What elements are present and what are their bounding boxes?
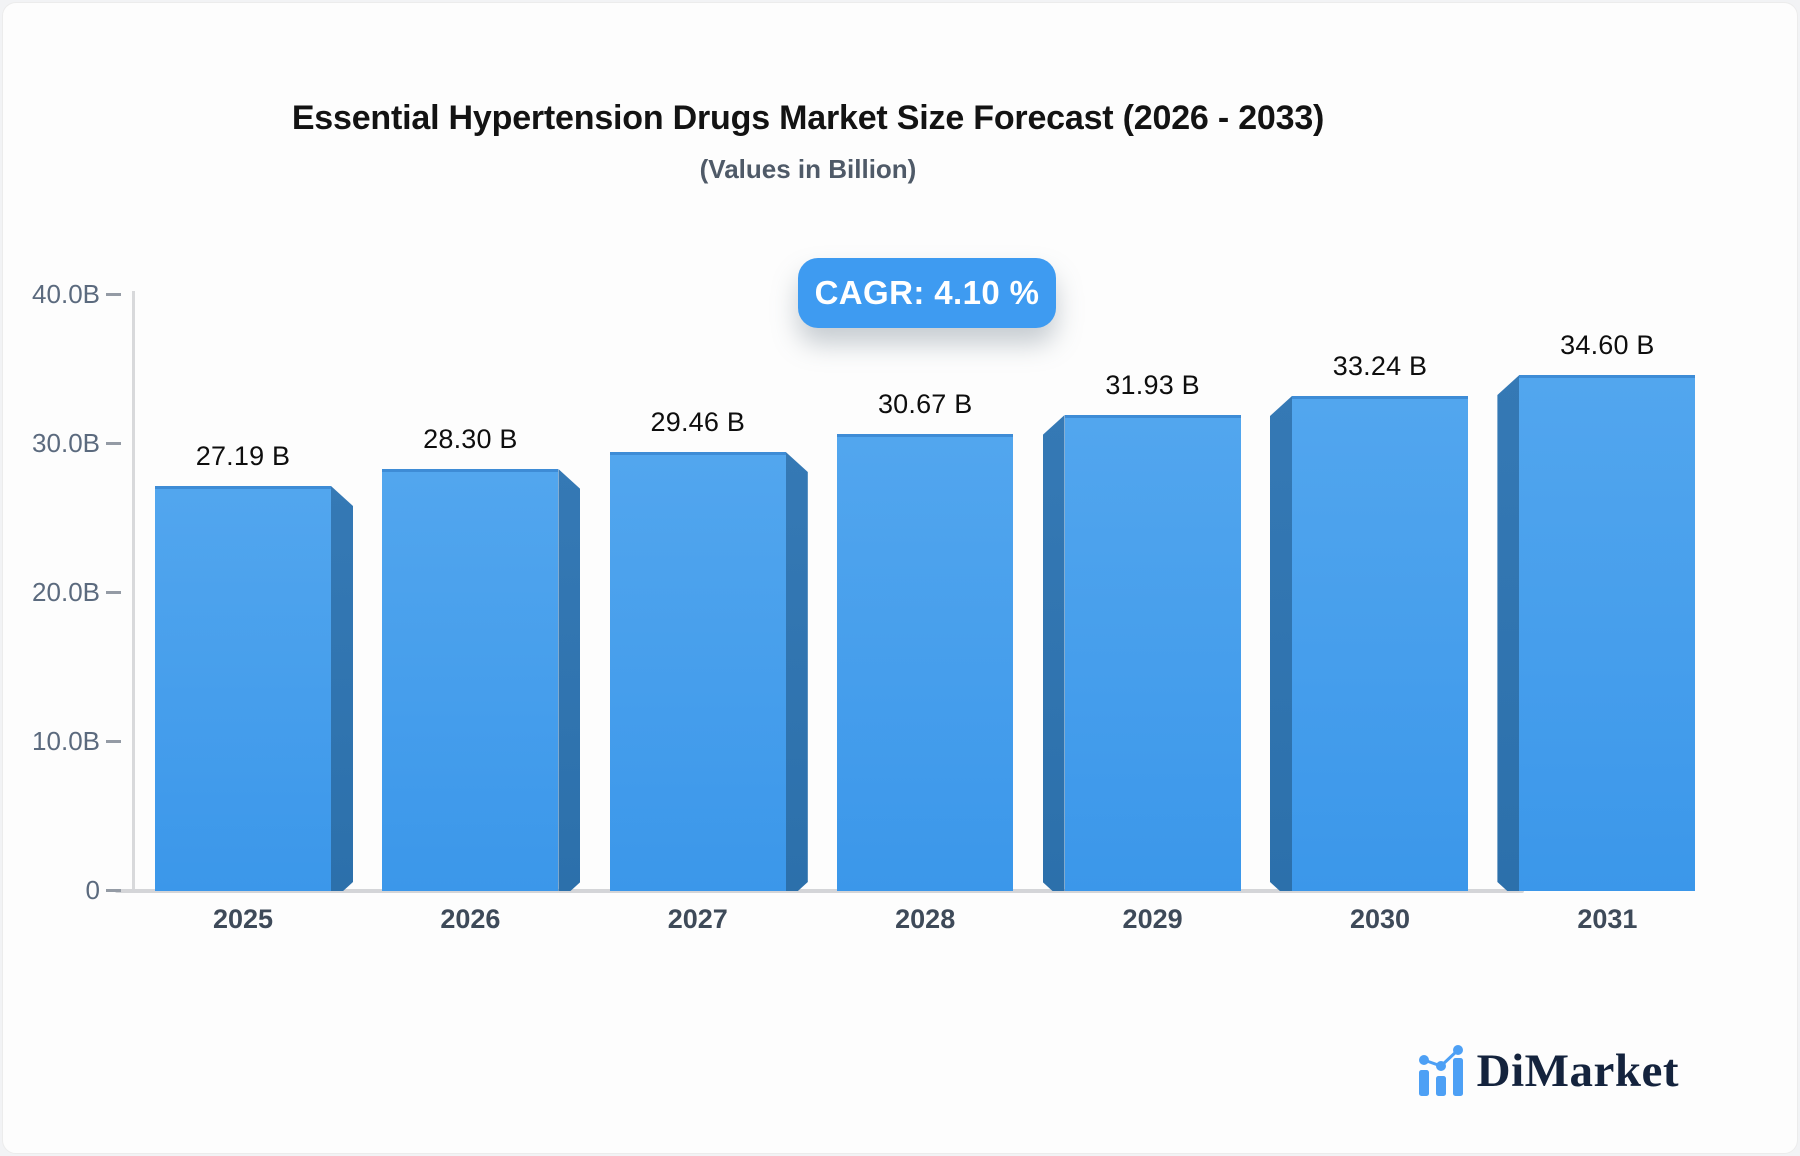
bar-value-label: 27.19 B bbox=[195, 441, 291, 471]
bar-2031 bbox=[1519, 375, 1696, 891]
brand-logo: DiMarket bbox=[1417, 1039, 1679, 1103]
bar-value-label: 30.67 B bbox=[877, 389, 973, 419]
chart-header: Essential Hypertension Drugs Market Size… bbox=[3, 99, 1613, 185]
y-axis-line bbox=[132, 291, 135, 892]
x-axis-label-2026: 2026 bbox=[440, 904, 501, 934]
y-axis-tick-label: 30.0B bbox=[32, 428, 100, 458]
x-axis-label-2030: 2030 bbox=[1349, 904, 1411, 934]
bar-side-face bbox=[331, 486, 353, 891]
bar-2030 bbox=[1292, 396, 1468, 891]
bar-2027 bbox=[609, 452, 786, 891]
bar-value-label: 28.30 B bbox=[423, 424, 518, 454]
x-axis-baseline bbox=[115, 889, 1524, 893]
cagr-badge-label: CAGR: 4.10 % bbox=[814, 274, 1040, 311]
y-axis-tick bbox=[106, 889, 121, 892]
y-axis-tick-label: 20.0B bbox=[32, 577, 100, 607]
cagr-badge: CAGR: 4.10 % bbox=[798, 258, 1056, 328]
bar-2026 bbox=[382, 469, 559, 891]
y-axis-tick-label: 40.0B bbox=[32, 279, 100, 309]
x-axis-label-2029: 2029 bbox=[1122, 904, 1183, 934]
brand-name: DiMarket bbox=[1476, 1045, 1679, 1097]
bar-2025 bbox=[155, 486, 331, 891]
bar-value-label: 33.24 B bbox=[1332, 351, 1428, 381]
x-axis-label-2031: 2031 bbox=[1577, 904, 1638, 934]
bar-side-face bbox=[786, 452, 808, 891]
bar-chart-logo-icon bbox=[1418, 1045, 1463, 1096]
y-axis-tick-label: 0 bbox=[85, 875, 100, 905]
bar-side-face bbox=[1497, 375, 1519, 891]
x-axis-label-2027: 2027 bbox=[667, 904, 728, 934]
x-axis-label-2025: 2025 bbox=[212, 904, 274, 934]
bar-side-face bbox=[1043, 415, 1065, 891]
y-axis-tick bbox=[106, 293, 121, 296]
y-axis-tick bbox=[106, 442, 121, 445]
bar-2028 bbox=[837, 434, 1014, 891]
bar-value-label: 31.93 B bbox=[1105, 370, 1200, 400]
bar-value-label: 29.46 B bbox=[650, 407, 746, 437]
y-axis-tick-label: 10.0B bbox=[32, 726, 100, 756]
chart-title: Essential Hypertension Drugs Market Size… bbox=[291, 99, 1325, 137]
x-axis-label-2028: 2028 bbox=[895, 904, 956, 934]
y-axis-tick bbox=[106, 591, 121, 594]
chart-subtitle: (Values in Billion) bbox=[699, 154, 917, 184]
bar-value-label: 34.60 B bbox=[1560, 330, 1655, 360]
bar-2029 bbox=[1064, 415, 1241, 891]
bar-side-face bbox=[558, 469, 580, 891]
bar-side-face bbox=[1270, 396, 1292, 891]
y-axis-tick bbox=[106, 740, 121, 743]
